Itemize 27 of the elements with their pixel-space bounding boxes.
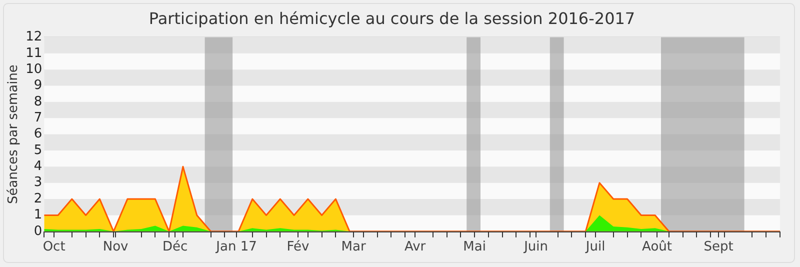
- chart-title: Participation en hémicycle au cours de la session 2016-2017: [148, 8, 636, 28]
- y-tick-label: 7: [34, 110, 42, 126]
- y-tick-label: 12: [26, 30, 42, 45]
- y-tick-label: 6: [34, 126, 42, 142]
- y-axis-title: Séances par semaine: [6, 64, 22, 204]
- y-tick-label: 3: [34, 175, 42, 190]
- y-tick-label: 11: [26, 46, 42, 61]
- y-tick-label: 10: [26, 62, 42, 77]
- x-tick-label: Mar: [341, 240, 366, 255]
- x-tick-label: Jan 17: [215, 240, 257, 255]
- y-tick-label: 2: [34, 191, 42, 206]
- y-tick-label: 4: [34, 159, 42, 174]
- x-tick-label: Avr: [404, 240, 426, 255]
- y-tick-label: 9: [34, 78, 42, 94]
- y-tick-label: 5: [34, 142, 42, 158]
- y-tick-label: 0: [34, 224, 42, 239]
- x-tick-label: Sept: [704, 240, 734, 255]
- x-tick-label: Nov: [102, 240, 129, 255]
- x-tick-label: Fév: [286, 240, 310, 255]
- x-tick-label: Juil: [584, 240, 606, 255]
- x-tick-label: Déc: [162, 240, 188, 255]
- x-tick-label: Juin: [523, 240, 548, 255]
- y-tick-label: 1: [34, 208, 42, 223]
- y-tick-label: 8: [34, 94, 42, 110]
- x-tick-label: Oct: [42, 240, 66, 255]
- x-tick-label: Mai: [463, 240, 486, 255]
- x-tick-label: Août: [642, 240, 672, 255]
